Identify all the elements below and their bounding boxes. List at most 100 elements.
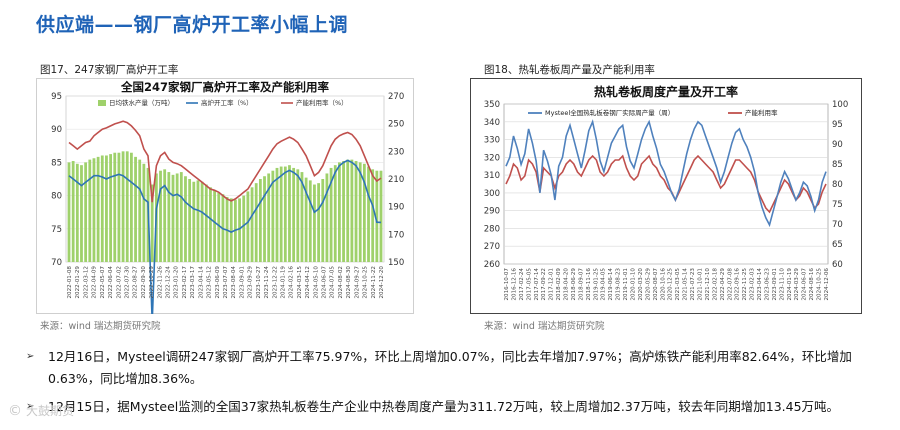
y-left-tick: 85 <box>51 158 62 168</box>
watermark-text: 大鼓期货 <box>26 404 75 418</box>
y-right-tick: 85 <box>832 160 843 170</box>
x-tick-label: 2023-09-01 <box>772 268 778 301</box>
bar-hot-metal <box>292 167 296 262</box>
bar-hot-metal <box>179 172 183 262</box>
x-tick-label: 2023-01-20 <box>174 266 180 299</box>
bar-hot-metal <box>142 163 146 262</box>
x-tick-label: 2023-09-01 <box>239 266 245 299</box>
y-right-tick: 210 <box>388 175 404 185</box>
x-tick-label: 2024-08-16 <box>809 268 815 301</box>
x-tick-label: 2024-03-15 <box>297 266 303 299</box>
x-tick-label: 2022-07-08 <box>727 268 733 301</box>
x-tick-label: 2020-10-16 <box>660 268 666 301</box>
x-tick-label: 2023-02-03 <box>750 268 756 301</box>
bar-hot-metal <box>92 158 96 262</box>
y-left-tick: 270 <box>484 242 500 252</box>
bar-hot-metal <box>258 179 262 262</box>
bar-hot-metal <box>288 165 291 262</box>
x-tick-label: 2024-01-19 <box>787 268 793 301</box>
figure-17-caption: 图17、247家钢厂高炉开工率 <box>40 64 179 76</box>
bar-hot-metal <box>213 190 216 262</box>
bar-hot-metal <box>275 167 279 262</box>
x-tick-label: 2024-10-25 <box>817 268 823 301</box>
bar-hot-metal <box>313 184 316 262</box>
page-title: 供应端——钢厂高炉开工率小幅上调 <box>36 14 349 36</box>
legend-label: 产能利用率（%） <box>296 98 348 107</box>
x-tick-label: 2021-12-10 <box>705 268 711 301</box>
y-right-tick: 100 <box>832 100 848 110</box>
line-utilization <box>505 154 827 214</box>
y-left-tick: 300 <box>484 189 500 199</box>
bullet-hot-rolled: ➢ 12月15日，据Mysteel监测的全国37家热轧板卷生产企业中热卷周度产量… <box>26 396 886 418</box>
bar-hot-metal <box>117 152 121 262</box>
bar-hot-metal <box>263 176 266 262</box>
bar-hot-metal <box>367 166 370 262</box>
bar-hot-metal <box>254 183 258 262</box>
y-right-tick: 250 <box>388 120 404 130</box>
bar-hot-metal <box>204 184 208 262</box>
x-tick-label: 2018-04-20 <box>564 268 570 301</box>
x-tick-label: 2023-12-22 <box>272 266 278 299</box>
y-left-tick: 90 <box>51 125 62 135</box>
bar-hot-metal <box>80 165 83 262</box>
x-tick-label: 2022-05-07 <box>100 266 106 299</box>
y-right-tick: 65 <box>832 240 843 250</box>
x-tick-label: 2022-04-29 <box>720 268 726 301</box>
line-output <box>505 119 827 228</box>
x-tick-label: 2018-02-09 <box>556 268 562 301</box>
bar-hot-metal <box>317 183 320 262</box>
y-left-tick: 290 <box>484 207 500 217</box>
bullet-text: 12月15日，据Mysteel监测的全国37家热轧板卷生产企业中热卷周度产量为3… <box>48 399 840 414</box>
bar-hot-metal <box>175 173 179 262</box>
bar-hot-metal <box>84 162 88 262</box>
y-left-tick: 340 <box>484 118 500 128</box>
x-tick-label: 2024-08-30 <box>346 266 352 299</box>
x-tick-label: 2024-07-05 <box>330 266 336 299</box>
x-tick-label: 2019-01-25 <box>593 268 599 301</box>
x-tick-label: 2023-07-07 <box>223 266 229 299</box>
x-tick-label: 2022-11-25 <box>742 268 748 301</box>
bar-hot-metal <box>163 169 167 262</box>
y-right-tick: 230 <box>388 147 404 157</box>
bar-hot-metal <box>304 177 308 262</box>
bar-hot-metal <box>379 170 383 262</box>
x-tick-label: 2022-09-16 <box>735 268 741 301</box>
y-right-tick: 95 <box>832 120 843 130</box>
bullet-arrow-icon: ➢ <box>26 401 35 412</box>
x-tick-label: 2023-04-14 <box>757 268 763 301</box>
legend-label: 高炉开工率（%） <box>201 98 253 107</box>
bar-hot-metal <box>138 159 142 262</box>
bar-hot-metal <box>338 162 341 262</box>
wechat-icon: © <box>8 403 22 419</box>
bar-hot-metal <box>342 161 345 262</box>
y-right-tick: 170 <box>388 230 404 240</box>
x-tick-label: 2020-03-20 <box>638 268 644 301</box>
x-tick-label: 2020-05-29 <box>645 268 651 301</box>
bar-hot-metal <box>346 159 350 262</box>
x-tick-label: 2023-02-17 <box>182 266 188 299</box>
x-tick-label: 2021-05-14 <box>683 268 689 301</box>
x-tick-label: 2024-12-06 <box>824 268 830 301</box>
x-tick-label: 2022-07-02 <box>116 266 122 299</box>
x-tick-label: 2022-03-12 <box>83 266 89 299</box>
bar-hot-metal <box>354 161 358 262</box>
bar-hot-metal <box>362 163 366 262</box>
y-right-tick: 70 <box>832 220 843 230</box>
bar-hot-metal <box>321 179 325 262</box>
x-tick-label: 2017-09-22 <box>541 268 547 301</box>
bar-hot-metal <box>96 156 100 262</box>
bar-hot-metal <box>375 170 379 262</box>
x-tick-label: 2024-08-02 <box>338 266 344 299</box>
x-tick-label: 2016-10-07 <box>504 268 510 301</box>
bar-hot-metal <box>192 181 196 262</box>
x-tick-label: 2019-04-05 <box>601 268 607 301</box>
x-tick-label: 2022-10-29 <box>149 266 155 299</box>
bar-hot-metal <box>358 162 362 262</box>
y-left-tick: 95 <box>51 92 62 102</box>
y-right-tick: 90 <box>832 140 843 150</box>
bar-hot-metal <box>171 174 175 262</box>
legend-label: Mysteel全国热轧板卷钢厂实际周产量（周） <box>545 108 674 117</box>
y-left-tick: 260 <box>484 260 500 270</box>
x-tick-label: 2017-07-14 <box>534 268 540 301</box>
line-blast-rate <box>68 159 382 314</box>
